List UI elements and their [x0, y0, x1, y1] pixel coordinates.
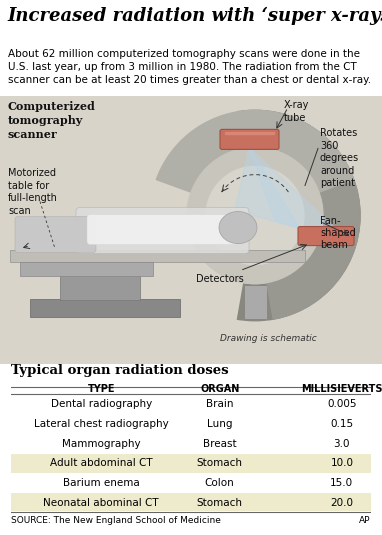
Text: Breast: Breast	[203, 439, 236, 449]
Text: 15.0: 15.0	[330, 478, 353, 488]
Text: Typical organ radiation doses: Typical organ radiation doses	[11, 364, 229, 377]
Text: Barium enema: Barium enema	[63, 478, 139, 488]
Text: TYPE: TYPE	[87, 384, 115, 394]
Text: Neonatal abominal CT: Neonatal abominal CT	[44, 498, 159, 508]
Text: Adult abdominal CT: Adult abdominal CT	[50, 458, 152, 469]
Wedge shape	[148, 110, 255, 321]
Text: Brain: Brain	[206, 399, 233, 409]
Circle shape	[204, 164, 306, 266]
Bar	[30, 299, 180, 317]
Polygon shape	[249, 148, 352, 243]
Polygon shape	[267, 112, 360, 319]
Text: X-ray
tube: X-ray tube	[284, 100, 309, 123]
Bar	[20, 262, 153, 276]
Polygon shape	[156, 110, 354, 192]
Circle shape	[150, 110, 360, 320]
FancyBboxPatch shape	[87, 215, 238, 244]
Text: AP: AP	[359, 516, 371, 525]
Text: Lung: Lung	[207, 419, 233, 429]
Text: Increased radiation with ‘super x-rays’: Increased radiation with ‘super x-rays’	[8, 6, 382, 25]
FancyBboxPatch shape	[298, 226, 354, 246]
Circle shape	[187, 148, 323, 284]
Text: Rotates
360
degrees
around
patient: Rotates 360 degrees around patient	[320, 128, 359, 188]
Text: Drawing is schematic: Drawing is schematic	[220, 334, 317, 343]
Text: ORGAN: ORGAN	[200, 384, 240, 394]
Text: About 62 million computerized tomography scans were done in the
U.S. last year, : About 62 million computerized tomography…	[8, 49, 371, 85]
Text: Stomach: Stomach	[197, 498, 243, 508]
FancyBboxPatch shape	[76, 208, 249, 254]
Bar	[11, 454, 371, 473]
Ellipse shape	[219, 211, 257, 243]
Text: Dental radiography: Dental radiography	[50, 399, 152, 409]
Text: 0.15: 0.15	[330, 419, 353, 429]
Circle shape	[187, 148, 323, 284]
Bar	[60, 276, 140, 300]
Text: Lateral chest radiography: Lateral chest radiography	[34, 419, 168, 429]
Bar	[10, 250, 305, 262]
Text: Detectors: Detectors	[196, 273, 244, 284]
Text: MILLISIEVERTS: MILLISIEVERTS	[301, 384, 382, 394]
Text: 20.0: 20.0	[330, 498, 353, 508]
Text: 0.005: 0.005	[327, 399, 356, 409]
Text: Colon: Colon	[205, 478, 235, 488]
Text: 3.0: 3.0	[333, 439, 350, 449]
FancyBboxPatch shape	[15, 217, 96, 253]
FancyBboxPatch shape	[220, 129, 279, 149]
Text: Mammography: Mammography	[62, 439, 141, 449]
Text: Fan-
shaped
beam: Fan- shaped beam	[320, 216, 356, 250]
Text: SOURCE: The New England School of Medicine: SOURCE: The New England School of Medici…	[11, 516, 221, 525]
Text: Computerized
tomography
scanner: Computerized tomography scanner	[8, 101, 96, 140]
FancyBboxPatch shape	[245, 286, 267, 319]
Polygon shape	[235, 148, 300, 228]
Text: Motorized
table for
full-length
scan: Motorized table for full-length scan	[8, 169, 58, 216]
Circle shape	[206, 166, 304, 265]
Bar	[11, 493, 371, 513]
FancyBboxPatch shape	[245, 112, 267, 146]
Text: 10.0: 10.0	[330, 458, 353, 469]
Text: Stomach: Stomach	[197, 458, 243, 469]
